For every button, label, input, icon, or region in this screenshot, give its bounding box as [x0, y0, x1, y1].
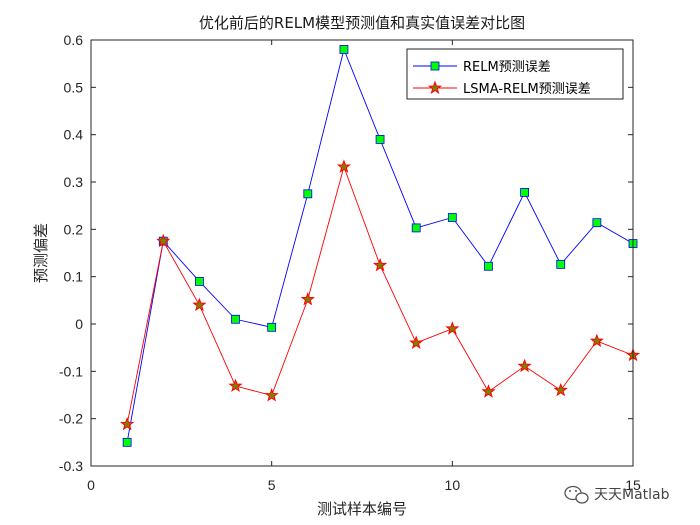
data-point: [409, 335, 424, 349]
data-point: [264, 388, 279, 402]
plot-area: [91, 40, 633, 466]
y-tick-label: 0.4: [64, 127, 84, 143]
legend-marker-1: [427, 80, 443, 95]
y-tick-label: 0: [75, 316, 83, 332]
data-point: [372, 257, 388, 272]
data-point: [194, 276, 204, 286]
series-0: [122, 45, 638, 447]
data-point: [556, 259, 566, 269]
data-point: [592, 218, 602, 228]
y-tick-label: 0.2: [64, 221, 84, 237]
plot-frame: [90, 39, 634, 467]
data-point: [481, 384, 496, 398]
data-point: [336, 159, 352, 173]
data-point: [339, 45, 349, 54]
legend-label-1: LSMA-RELM预测误差: [463, 82, 591, 97]
data-point: [589, 333, 604, 348]
legend: RELM预测误差 LSMA-RELM预测误差: [406, 48, 624, 100]
data-point: [120, 416, 135, 431]
x-tick-label: 15: [625, 477, 641, 493]
data-point: [122, 437, 132, 447]
legend-entries: RELM预测误差 LSMA-RELM预测误差: [413, 60, 591, 97]
data-point: [300, 291, 315, 306]
data-point: [156, 233, 171, 248]
legend-marker-0: [430, 61, 440, 71]
data-point: [517, 358, 532, 373]
y-tick-label: 0.3: [64, 174, 84, 190]
data-point: [303, 189, 313, 199]
x-tick-label: 10: [445, 477, 461, 493]
data-point: [375, 134, 385, 144]
x-axis-title: 测试样本编号: [317, 500, 407, 518]
data-point: [411, 223, 421, 233]
axes: 0 5 10 15 -0.3 -0.2 -0.1 0 0.1 0.2 0.3 0.4 0.5 0.6: [59, 32, 641, 493]
x-tick-label: 5: [268, 477, 276, 493]
y-tick-label: -0.2: [59, 411, 83, 427]
wechat-icon: [564, 485, 589, 504]
data-point: [553, 382, 568, 397]
data-point: [447, 213, 457, 222]
x-tick-label: 0: [87, 477, 95, 493]
y-tick-label: 0.5: [64, 79, 84, 95]
watermark-text: 天天Matlab: [594, 487, 670, 503]
legend-label-0: RELM预测误差: [463, 60, 551, 75]
y-tick-label: 0.6: [64, 32, 84, 48]
y-tick-label: -0.3: [59, 458, 83, 474]
y-tick-label: 0.1: [64, 269, 84, 285]
series-layer: [120, 45, 641, 447]
data-point: [231, 314, 240, 324]
data-point: [267, 322, 277, 332]
data-point: [228, 378, 243, 393]
data-point: [520, 188, 529, 197]
y-axis-title: 预测偏差: [32, 223, 50, 283]
legend-box: [406, 48, 624, 100]
data-point: [192, 297, 207, 312]
data-point: [445, 321, 460, 335]
data-point: [484, 261, 493, 271]
y-tick-label: -0.1: [59, 363, 83, 379]
watermark: 天天Matlab: [564, 485, 670, 504]
chart-title: 优化前后的RELM模型预测值和真实值误差对比图: [199, 14, 525, 32]
